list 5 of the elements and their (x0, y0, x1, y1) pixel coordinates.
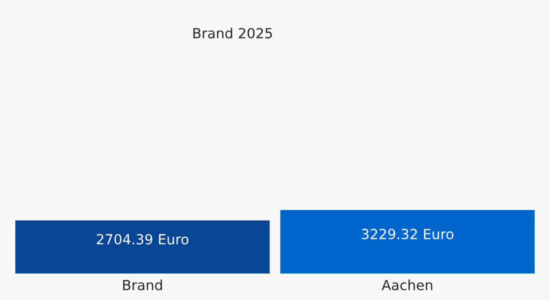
data-label: 3229.32 Euro (362, 228, 454, 240)
x-tick-label: Brand (123, 280, 162, 290)
chart-title: Brand 2025 (193, 28, 272, 38)
x-tick-label: Aachen (382, 280, 432, 290)
data-label: 2704.39 Euro (96, 234, 188, 245)
